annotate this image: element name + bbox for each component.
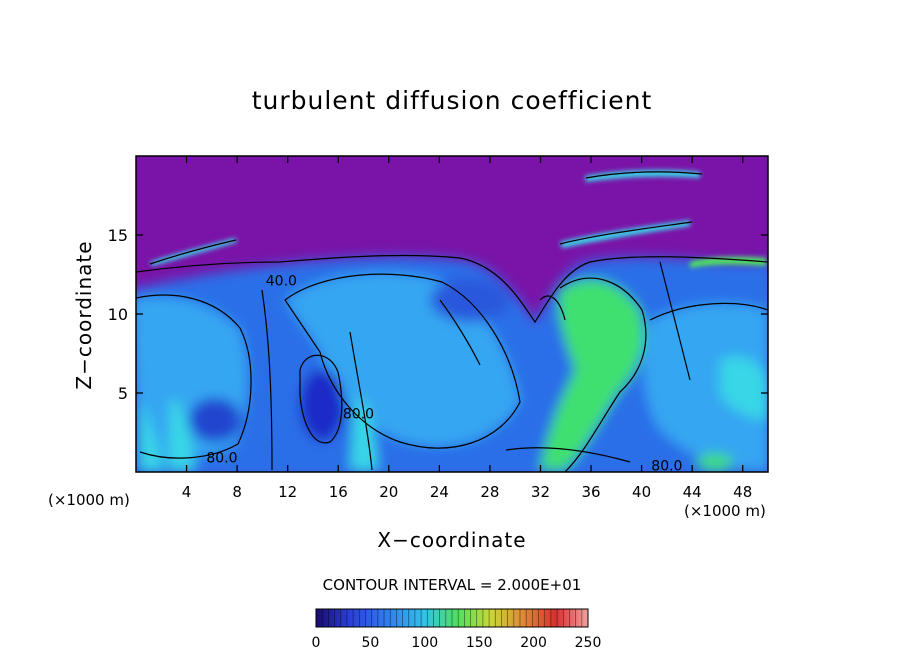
contour-value-label: 80.0 <box>206 451 237 467</box>
colorbar-tick-label: 0 <box>312 635 321 651</box>
contour-line <box>299 354 343 444</box>
contour-line <box>505 447 631 463</box>
x-tick-label: 4 <box>182 483 192 501</box>
contour-line <box>149 239 237 265</box>
colorbar: 0 50 100 150 200 250 <box>312 608 602 651</box>
light-blue-region-right <box>643 303 768 470</box>
colorbar-tick-label: 200 <box>520 635 547 651</box>
green-plume-center <box>540 279 644 470</box>
contour-line <box>659 261 691 381</box>
y-tick-label: 10 <box>108 305 128 324</box>
contour-value-label: 40.0 <box>266 274 297 290</box>
contour-line <box>136 254 768 324</box>
x-tick-label: 28 <box>480 483 499 501</box>
cyan-patch-right <box>720 356 768 420</box>
x-tick-label: 48 <box>733 483 752 501</box>
contour-value-label: 80.0 <box>651 458 682 474</box>
contour-label-layer: 80.0 80.0 80.0 40.0 <box>206 274 682 475</box>
x-tick-label: 8 <box>232 483 242 501</box>
streak-green-top-right <box>690 256 766 268</box>
contour-line <box>585 171 703 179</box>
x-axis-unit-right: (×1000 m) <box>684 502 766 520</box>
x-tick-label: 36 <box>581 483 600 501</box>
x-axis-unit-left: (×1000 m) <box>48 491 130 509</box>
colorbar-tick-label: 150 <box>466 635 493 651</box>
y-tick-label: 15 <box>108 226 128 245</box>
x-tick-label: 20 <box>379 483 398 501</box>
deep-blue-patch-left <box>189 398 241 442</box>
contour-line <box>539 295 566 321</box>
contour-line <box>284 273 521 449</box>
chart-title: turbulent diffusion coefficient <box>251 86 653 115</box>
cyan-plume-mid <box>168 399 195 470</box>
green-patch-surface-right <box>697 454 733 470</box>
contour-line <box>559 221 693 245</box>
colorbar-tick-label: 50 <box>361 635 379 651</box>
contour-line <box>136 294 252 459</box>
colorbar-ticks: 0 50 100 150 200 250 <box>312 635 602 651</box>
x-tick-label: 16 <box>329 483 348 501</box>
x-tick-label: 12 <box>278 483 297 501</box>
contour-line <box>439 299 481 366</box>
contour-line <box>261 289 273 471</box>
contour-line <box>559 277 647 472</box>
x-tick-label: 32 <box>531 483 550 501</box>
x-axis-label: X−coordinate <box>377 528 527 552</box>
contour-lines <box>136 171 768 472</box>
x-tick-label: 40 <box>632 483 651 501</box>
deep-blue-eddy <box>300 369 344 441</box>
colorbar-tick-label: 100 <box>411 635 438 651</box>
contour-line <box>649 302 768 321</box>
colorbar-frame <box>315 608 589 628</box>
contour-line <box>349 331 373 471</box>
contour-value-label: 80.0 <box>343 406 374 422</box>
colorbar-tick-label: 250 <box>575 635 602 651</box>
x-tick-label: 24 <box>430 483 449 501</box>
deep-blue-patch-center <box>430 278 510 322</box>
y-tick-label: 5 <box>118 384 128 403</box>
colorbar-stripes <box>321 609 583 627</box>
x-tick-label: 44 <box>683 483 702 501</box>
cyan-plume-left <box>140 400 165 470</box>
streak-upper-right-2 <box>585 169 700 182</box>
contour-interval-label: CONTOUR INTERVAL = 2.000E+01 <box>322 576 582 594</box>
